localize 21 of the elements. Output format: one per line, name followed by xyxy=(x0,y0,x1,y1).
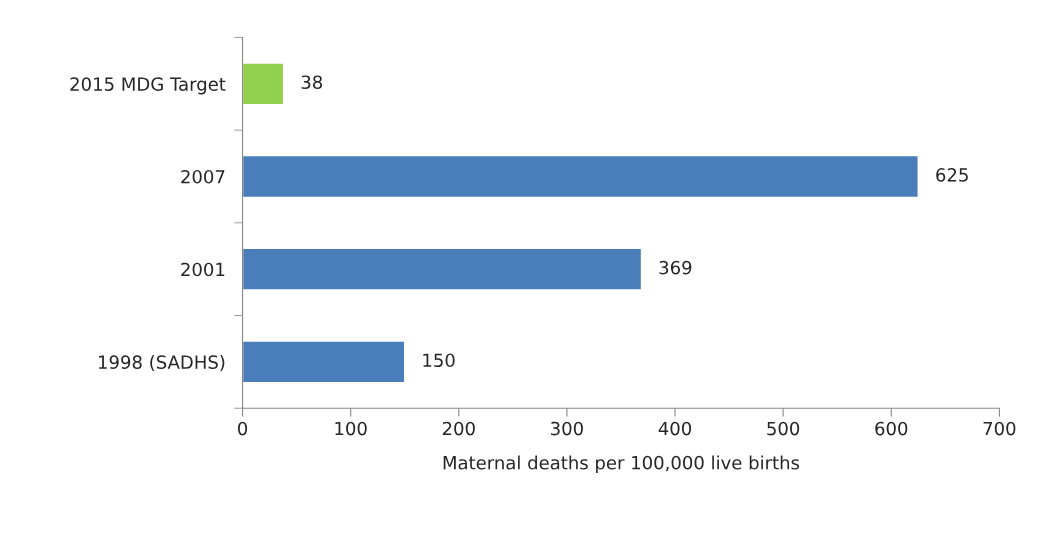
bar xyxy=(242,247,643,291)
data-label: 369 xyxy=(659,260,692,275)
y-tick-label: 1998 (SADHS) xyxy=(99,355,225,372)
x-tick-label: 100 xyxy=(335,421,367,436)
y-tick-label: 2007 xyxy=(181,169,225,184)
bar xyxy=(242,154,919,199)
data-label: 150 xyxy=(423,353,455,368)
y-tick-label: 2015 MDG Target xyxy=(70,77,226,95)
bar xyxy=(242,340,406,384)
y-tick-label: 2001 xyxy=(181,262,225,277)
x-tick-label: 200 xyxy=(442,421,475,436)
data-label: 625 xyxy=(936,168,968,182)
x-tick-label: 600 xyxy=(875,421,908,436)
x-tick-label: 0 xyxy=(238,421,248,436)
x-tick-label: 300 xyxy=(551,421,583,436)
bar xyxy=(242,62,285,106)
data-label: 38 xyxy=(301,75,323,90)
x-axis-title: Maternal deaths per 100,000 live births xyxy=(443,455,800,474)
x-tick-label: 400 xyxy=(658,421,692,436)
x-tick-label: 700 xyxy=(983,421,1016,436)
x-tick-label: 500 xyxy=(767,421,800,436)
